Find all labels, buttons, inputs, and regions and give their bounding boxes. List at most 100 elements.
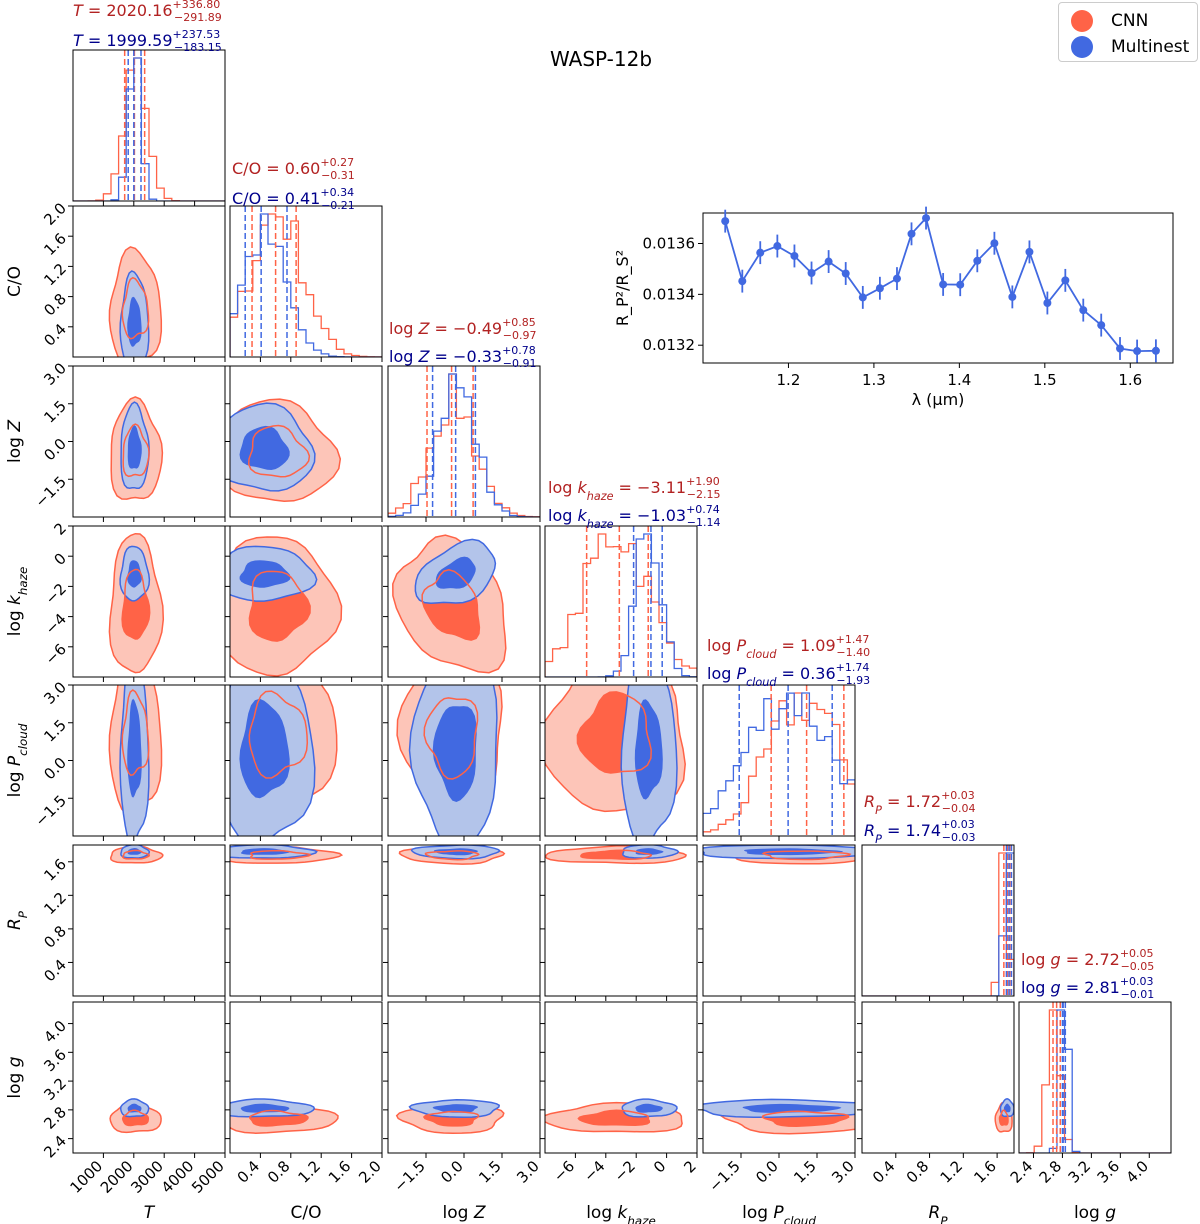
panel-content [109,845,164,864]
multinest-summary-name-logP: log Pcloud = 0.36+1.74 [707,661,869,689]
multinest-summary-name-logk-base: log [548,506,577,525]
y-tick-label-logk-4: 2 [51,519,70,538]
multinest-summary-minus-CO: −0.21 [321,199,355,212]
y-axis-label-logk-base: log [5,605,25,636]
x-axis-label-logk-var: k [618,1203,629,1223]
cnn-summary-name-logZ: log Z = −0.49+0.85 [389,316,536,338]
multinest-summary-minus-T: −183.15 [174,41,222,54]
y-axis-label-logP: log Pcloud [5,723,30,797]
y-axis-label-logg: log g [5,1056,25,1098]
figure-title: WASP-12b [550,47,652,71]
panel-content [73,50,225,201]
inset-x-tick-label-1: 1.3 [862,371,886,389]
cnn-summary-eq: = −0.49 [429,319,502,338]
cnn-summary-minus-logg: −0.05 [1121,960,1155,973]
x-tick-label-logg-3: 3.6 [1094,1157,1124,1187]
cnn-summary-name-logg: log g = 2.72+0.05 [1021,947,1154,969]
multinest-summary-minus-Rp: −0.03 [942,831,976,844]
cnn-contour-1sigma-line [761,1110,850,1127]
x-tick-label-logg-1: 2.8 [1036,1157,1066,1187]
multinest-contour-1sigma-fill [127,425,142,469]
multinest-summary-eq: = 2.81 [1061,978,1120,997]
cnn-contour-1sigma-line [121,689,150,777]
panel-logP-logk [540,684,698,841]
multinest-summary-name-logk: log khaze = −1.03+0.74 [548,503,720,531]
cnn-summary-logk: log khaze = −3.11+1.90−2.15 [548,475,721,503]
x-axis-label-logg-var: g [1105,1203,1116,1223]
y-tick-label-logP-2: 1.5 [40,716,70,746]
panel-frame [72,205,226,358]
multinest-contour-1sigma-fill [634,699,663,800]
panel-logg-Rp: 0.4 0.8 1.2 1.6 RP [857,1001,1015,1224]
y-tick-label-logZ-1: 0.0 [40,435,70,465]
cnn-summary-plus: +336.80 [173,0,221,11]
panel-logP-logP [702,684,856,841]
inset-data-point-19 [1043,299,1052,307]
multinest-summary-minus-logP: −1.93 [836,674,870,687]
cnn-summary-name-logk: log khaze = −3.11+1.90 [548,475,720,503]
multinest-summary-plus: +0.34 [320,186,354,199]
x-axis-label-logP-base: log [742,1203,773,1223]
cnn-summary-eq: = 2020.16 [83,1,173,20]
panel-content [703,1098,855,1135]
panel-frame [229,205,383,358]
x-axis-label-Rp-var: R [929,1203,941,1223]
multinest-contour-1sigma-fill [239,560,291,588]
x-axis-label-logk: log khaze [586,1203,656,1224]
cnn-marker-icon [1071,10,1093,32]
cnn-summary-name-logg-var: g [1050,950,1060,969]
inset-data-point-9 [875,284,884,293]
panel-content [395,1099,505,1134]
legend-label-multinest: Multinest [1111,37,1190,57]
x-tick-label-logk-2: −2 [611,1157,639,1185]
multinest-summary-name-logk-sub: haze [587,518,614,531]
y-tick-label-logg-4: 4.0 [40,1017,70,1047]
multinest-contour-1sigma-fill [742,1103,842,1113]
panel-content [108,685,163,836]
cnn-contour-1sigma-line [122,423,150,478]
cnn-summary-minus-logZ: −0.97 [503,329,537,342]
x-tick-label-logg-4: 4.0 [1123,1157,1153,1187]
x-axis-label-logP-var: P [773,1203,784,1223]
cnn-histogram-CO [230,213,382,357]
y-tick-label-CO-2: 1.2 [40,260,70,290]
x-tick-label-logk-1: −4 [580,1157,608,1185]
multinest-summary-eq: = 1999.59 [83,31,173,50]
inset-data-point-4 [790,251,799,260]
inset-data-point-12 [922,214,931,223]
multinest-histogram-logZ [388,373,540,517]
multinest-summary-plus: +0.78 [502,344,536,357]
panel-logZ-logZ [387,365,541,522]
cnn-summary-minus-Rp: −0.04 [942,802,976,815]
x-tick-label-T-1: 2000 [97,1157,137,1197]
panel-content [703,685,855,836]
inset-data-point-25 [1151,346,1160,355]
y-axis-label-Rp: RP [5,910,30,930]
inset-data-point-3 [773,242,782,251]
panel-logg-logg: 2.4 2.8 3.2 3.6 4.0 log g [1007,1001,1172,1223]
x-tick-label-logZ-3: 3.0 [513,1157,543,1187]
y-tick-label-logk-2: −2 [42,580,70,608]
y-axis-label-CO: C/O [5,266,25,297]
multinest-histogram-T [73,57,225,201]
panel-content [545,845,688,865]
x-axis-label-logP-sub: cloud [784,1214,817,1224]
cnn-contour-1sigma-line [580,849,653,861]
cnn-summary-name-logZ-var: Z [417,319,430,338]
cnn-contour-1sigma-line [248,690,309,779]
panel-content [230,1098,339,1134]
y-tick-label-CO-4: 2.0 [40,199,70,229]
inset-data-point-15 [973,256,982,265]
cnn-summary-eq: = −3.11 [613,478,686,497]
cnn-histogram-Rp [862,852,1014,996]
panel-frame [229,525,383,678]
y-axis-label-logZ: log Z [5,420,25,463]
x-axis-label-logg-base: log [1074,1203,1105,1223]
cnn-summary-plus: +1.47 [836,633,870,646]
spectrum-inset: 1.2 1.3 1.4 1.5 1.6 0.0132 0.0134 0.0136 λ (μm) R… [613,206,1174,409]
multinest-contour-1sigma-fill [127,560,142,588]
y-tick-label-logg-3: 3.6 [40,1046,70,1076]
inset-y-tick-label-0: 0.0132 [643,336,696,354]
inset-y-axis-label: R_P²/R_S² [613,250,633,326]
multinest-summary-name-logg-base: log [1021,978,1050,997]
